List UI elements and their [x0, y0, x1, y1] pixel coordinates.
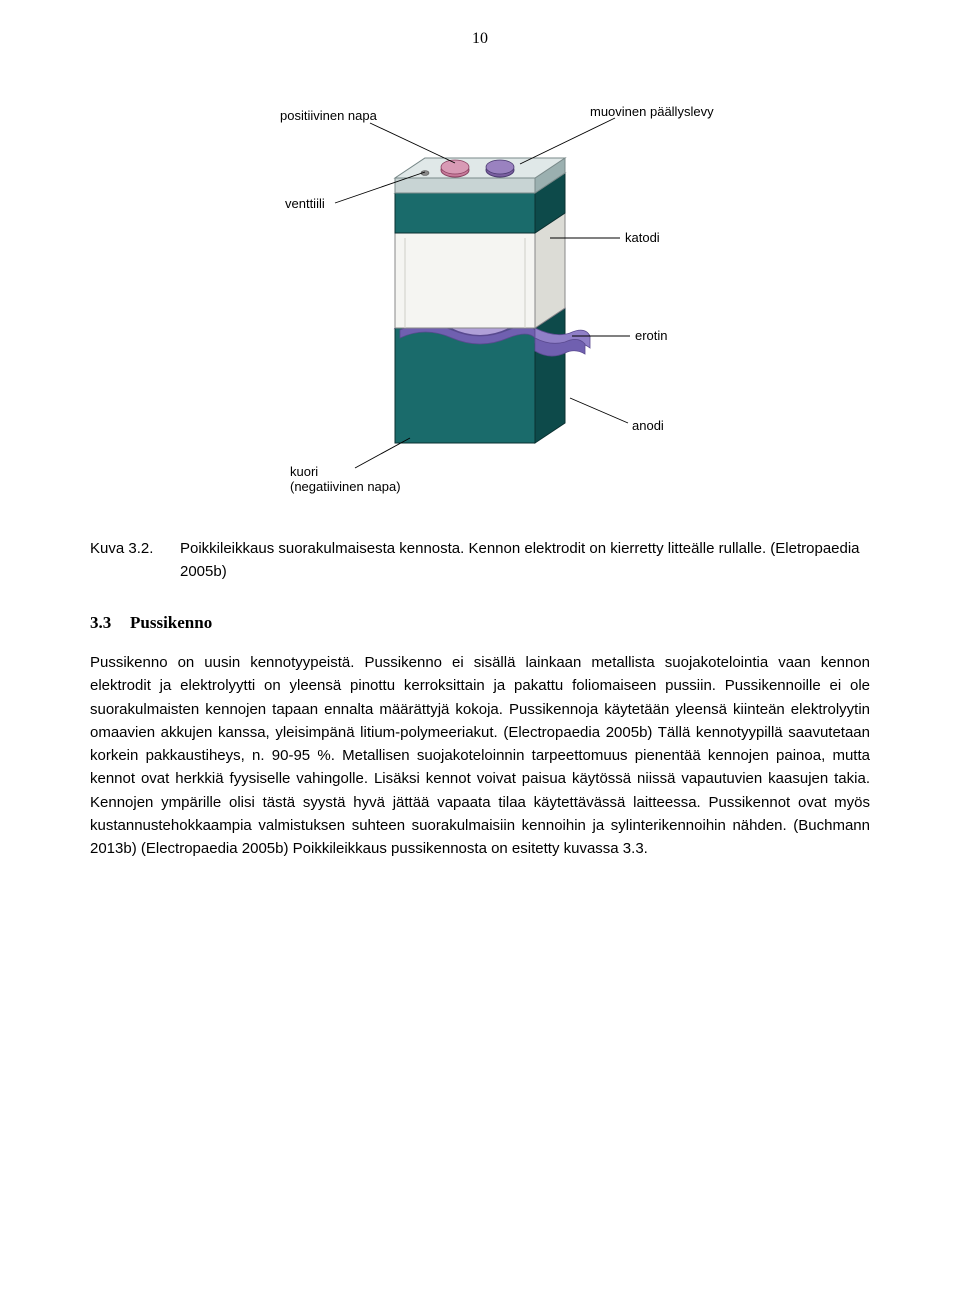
label-plastic-cover: muovinen päällyslevy — [590, 104, 714, 119]
section-title: Pussikenno — [130, 613, 212, 632]
figure-caption: Kuva 3.2. Poikkileikkaus suorakulmaisest… — [90, 538, 870, 583]
top-cover — [395, 158, 565, 193]
caption-label: Kuva 3.2. — [90, 538, 180, 583]
label-anode: anodi — [632, 418, 664, 433]
label-positive-terminal: positiivinen napa — [280, 108, 378, 123]
caption-text: Poikkileikkaus suorakulmaisesta kennosta… — [180, 538, 870, 583]
label-separator: erotin — [635, 328, 668, 343]
label-valve: venttiili — [285, 196, 325, 211]
section-heading: 3.3Pussikenno — [90, 613, 870, 633]
body-paragraph: Pussikenno on uusin kennotyypeistä. Puss… — [90, 651, 870, 860]
label-case-line1: kuori — [290, 464, 318, 479]
page: 10 — [0, 0, 960, 1291]
label-cathode: katodi — [625, 230, 660, 245]
page-number: 10 — [90, 30, 870, 48]
label-case-line2: (negatiivinen napa) — [290, 479, 401, 494]
section-number: 3.3 — [90, 613, 130, 633]
figure: positiivinen napa venttiili muovinen pää… — [220, 78, 740, 498]
battery-diagram-svg: positiivinen napa venttiili muovinen pää… — [220, 78, 740, 498]
